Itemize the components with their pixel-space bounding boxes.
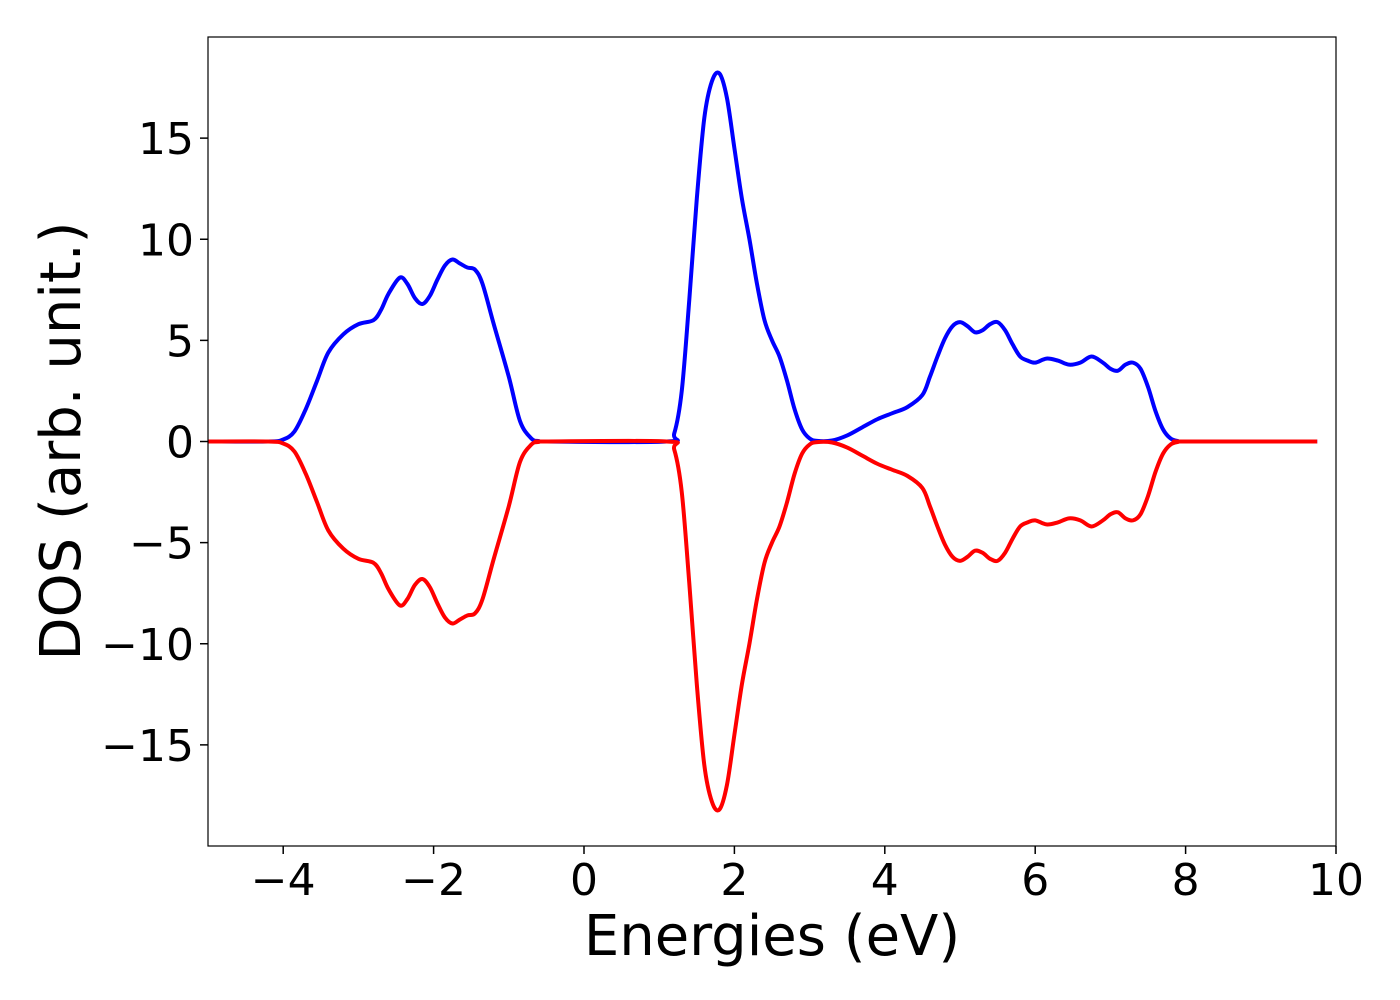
x-tick-label: 4 <box>871 855 899 906</box>
plot-frame <box>207 36 1337 847</box>
y-tick-label: 5 <box>166 316 194 367</box>
x-tick-label: 10 <box>1308 855 1364 906</box>
x-tick-label: 0 <box>570 855 598 906</box>
y-tick-label: 0 <box>166 418 194 469</box>
y-axis: −15 −10 −5 0 5 10 15 <box>101 114 208 772</box>
x-tick-label: −4 <box>251 855 316 906</box>
y-tick-label: 10 <box>138 215 194 266</box>
x-tick-label: 2 <box>720 855 748 906</box>
series-line-2 <box>207 438 1318 813</box>
y-tick-label: 15 <box>138 114 194 165</box>
y-tick-label: −10 <box>101 620 194 671</box>
series-line-1 <box>207 70 1318 445</box>
series-layer <box>207 70 1318 813</box>
y-tick-label: −15 <box>101 721 194 772</box>
y-axis-label: DOS (arb. unit.) <box>29 221 94 660</box>
y-tick-label: −5 <box>129 519 194 570</box>
x-tick-label: 8 <box>1172 855 1200 906</box>
x-axis: −4 −2 0 2 4 6 8 10 <box>251 846 1364 906</box>
x-axis-label: Energies (eV) <box>584 904 960 969</box>
x-tick-label: 6 <box>1021 855 1049 906</box>
x-tick-label: −2 <box>401 855 466 906</box>
